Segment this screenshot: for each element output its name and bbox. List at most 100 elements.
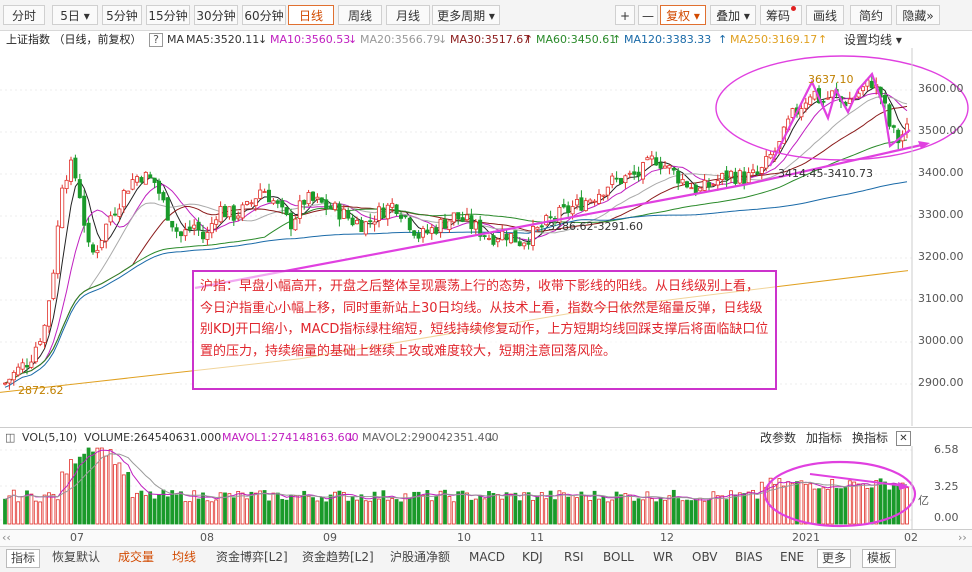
time-axis[interactable]: ‹‹ 07 08 09 10 11 12 2021 02 ›› [0, 529, 972, 546]
overlay-dropdown[interactable]: 叠加 ▾ [710, 5, 756, 25]
volume-bar [187, 501, 192, 525]
volume-bar [720, 495, 725, 525]
candle-body [284, 207, 289, 215]
candle-body [469, 215, 474, 230]
volume-bar [627, 494, 632, 525]
more-indicators-button[interactable]: 更多 [817, 549, 852, 568]
close-indicator-icon[interactable]: ✕ [896, 431, 911, 446]
candle-body [676, 170, 681, 184]
volume-bar [170, 490, 175, 525]
chip-button[interactable]: 筹码 [760, 5, 802, 25]
scroll-right-icon[interactable]: ›› [958, 531, 967, 544]
candle-body [148, 174, 153, 179]
period-tab-5min[interactable]: 5分钟 [102, 5, 142, 25]
candle-body [236, 215, 241, 219]
indicator-menu-button[interactable]: 指标 [6, 549, 41, 568]
volume-bar [209, 501, 214, 525]
candle-body [790, 108, 795, 118]
candle-body [619, 178, 624, 184]
volume-bar [91, 451, 95, 525]
switch-indicator-button[interactable]: 换指标 [852, 431, 889, 445]
period-tab-weekly[interactable]: 周线 [338, 5, 382, 25]
kline-chart[interactable] [0, 48, 972, 426]
volume-highlight-ellipse [763, 460, 917, 528]
volume-bar [469, 499, 474, 525]
volume-bar [557, 490, 562, 525]
restore-default-tab[interactable]: 恢复默认 [52, 550, 101, 564]
hide-button[interactable]: 隐藏» [896, 5, 940, 25]
volume-bar [755, 498, 760, 525]
add-indicator-button[interactable]: 加指标 [806, 431, 843, 445]
candle-body [420, 228, 425, 238]
help-icon[interactable]: ? [149, 33, 163, 47]
volume-bar [148, 491, 153, 525]
period-tab-daily[interactable]: 日线 [288, 5, 334, 25]
candle-body [108, 215, 113, 223]
candle-body [412, 230, 417, 236]
template-button[interactable]: 模板 [862, 549, 897, 568]
tab-obv[interactable]: OBV [692, 550, 718, 564]
volume-bar [575, 497, 579, 525]
volume-bar [632, 500, 637, 525]
change-param-button[interactable]: 改参数 [760, 431, 797, 445]
more-periods-dropdown[interactable]: 更多周期 ▾ [432, 5, 500, 25]
tab-fund-game[interactable]: 资金博弈[L2] [216, 550, 288, 564]
period-tab-60min[interactable]: 60分钟 [242, 5, 286, 25]
volume-bar [280, 498, 285, 525]
simple-mode-button[interactable]: 简约 [850, 5, 892, 25]
volume-bar [830, 479, 835, 525]
period-tab-15min[interactable]: 15分钟 [146, 5, 190, 25]
tab-boll[interactable]: BOLL [603, 550, 634, 564]
volume-bar [69, 459, 73, 525]
candle-body [170, 220, 175, 228]
volume-bar [319, 496, 324, 525]
candle-body [548, 216, 553, 219]
tab-fund-trend[interactable]: 资金趋势[L2] [302, 550, 374, 564]
zoom-in-button[interactable]: + [615, 5, 635, 25]
draw-line-button[interactable]: 画线 [806, 5, 844, 25]
candle-body [222, 205, 227, 218]
volume-trend-arrow [809, 473, 906, 487]
candle-body [271, 200, 276, 204]
period-tab-monthly[interactable]: 月线 [386, 5, 430, 25]
ma-settings-dropdown[interactable]: 设置均线 ▾ [844, 33, 902, 47]
volume-bar [11, 489, 16, 525]
volume-bar [143, 495, 148, 525]
tab-wr[interactable]: WR [653, 550, 674, 564]
period-tab-intraday[interactable]: 分时 [3, 5, 45, 25]
scroll-left-icon[interactable]: ‹‹ [2, 531, 11, 544]
ma60-arrow-icon: ↑ [612, 33, 622, 46]
pane-divider [0, 427, 972, 428]
volume-bar [117, 462, 122, 525]
volume-bar [702, 500, 707, 525]
candle-body [702, 179, 707, 191]
volume-bar [905, 487, 909, 525]
candle-body [174, 227, 179, 232]
candle-body [240, 204, 245, 219]
tab-northbound-net[interactable]: 沪股通净额 [390, 550, 451, 564]
candle-body [368, 220, 373, 223]
candle-body [711, 184, 716, 186]
volume-bar [394, 499, 399, 525]
volume-bar [614, 491, 619, 525]
indicator-settings-icon[interactable]: ◫ [5, 431, 16, 444]
candle-body [451, 212, 456, 223]
fuquan-dropdown[interactable]: 复权 ▾ [660, 5, 706, 25]
tab-kdj[interactable]: KDJ [522, 550, 543, 564]
tab-rsi[interactable]: RSI [564, 550, 584, 564]
tab-ene[interactable]: ENE [780, 550, 805, 564]
tab-bias[interactable]: BIAS [735, 550, 763, 564]
candle-body [482, 235, 487, 238]
zoom-out-button[interactable]: — [638, 5, 658, 25]
period-tab-5day[interactable]: 5日 ▾ [52, 5, 98, 25]
tab-volume[interactable]: 成交量 [118, 550, 155, 564]
volume-bar [641, 499, 645, 525]
volume-bar [803, 483, 808, 525]
period-tab-30min[interactable]: 30分钟 [194, 5, 238, 25]
candle-body [799, 108, 804, 118]
index-title: 上证指数 （日线，前复权） [6, 33, 142, 46]
volume-bar [654, 501, 659, 525]
tab-macd[interactable]: MACD [469, 550, 505, 564]
candle-body [33, 346, 38, 363]
tab-ma[interactable]: 均线 [172, 550, 197, 564]
